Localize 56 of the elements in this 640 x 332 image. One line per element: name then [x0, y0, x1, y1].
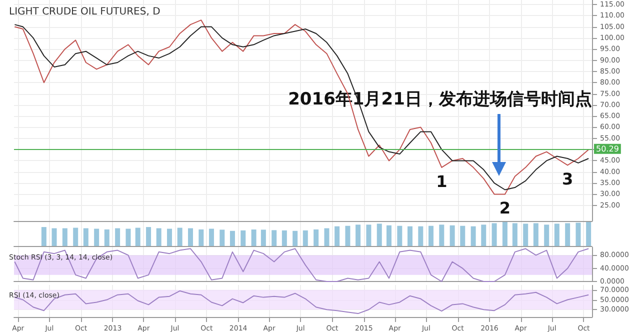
annotation: 2 [499, 198, 511, 218]
ref-line-label: 50.29 [596, 144, 619, 154]
bar [450, 225, 455, 246]
bar [230, 230, 235, 246]
bar [492, 223, 497, 246]
bar [366, 224, 372, 246]
bar [428, 226, 434, 246]
bar [272, 230, 277, 246]
bar [386, 225, 392, 246]
bar [177, 228, 182, 246]
bar [146, 227, 152, 246]
bar [188, 228, 193, 246]
bar [167, 228, 172, 246]
bar [533, 223, 538, 246]
bar [408, 226, 412, 246]
bar [544, 224, 550, 246]
bar [240, 230, 246, 246]
bar [135, 228, 140, 246]
bar [126, 228, 131, 246]
bar [565, 223, 570, 246]
bar [334, 226, 340, 246]
bar [345, 226, 350, 246]
bar [481, 224, 486, 246]
annotation: 3 [562, 170, 574, 189]
bar [314, 229, 319, 246]
bar [73, 228, 78, 246]
bar [439, 224, 444, 246]
bar [41, 227, 46, 246]
bar [502, 222, 508, 246]
bar [83, 228, 88, 246]
bar [156, 228, 162, 246]
bar [576, 222, 581, 246]
bar [356, 224, 361, 246]
bar [418, 226, 424, 246]
bar [512, 223, 518, 246]
bar [220, 230, 225, 246]
text: LIGHT CRUDE OIL FUTURES, D [9, 6, 161, 18]
bar [376, 224, 382, 246]
bar [586, 222, 592, 246]
bar [62, 228, 68, 246]
bar [115, 228, 120, 246]
bar [460, 226, 466, 246]
bar [104, 229, 110, 246]
bar [251, 229, 256, 246]
bar [302, 230, 308, 246]
bar [397, 226, 402, 246]
bar [208, 228, 214, 246]
bar [470, 226, 476, 246]
bar [94, 228, 100, 246]
bar [198, 229, 204, 246]
bar [282, 230, 287, 246]
bar [52, 228, 57, 246]
bar [292, 230, 298, 246]
bar [260, 230, 266, 246]
annotation: 1 [436, 172, 448, 191]
bar [324, 228, 330, 246]
